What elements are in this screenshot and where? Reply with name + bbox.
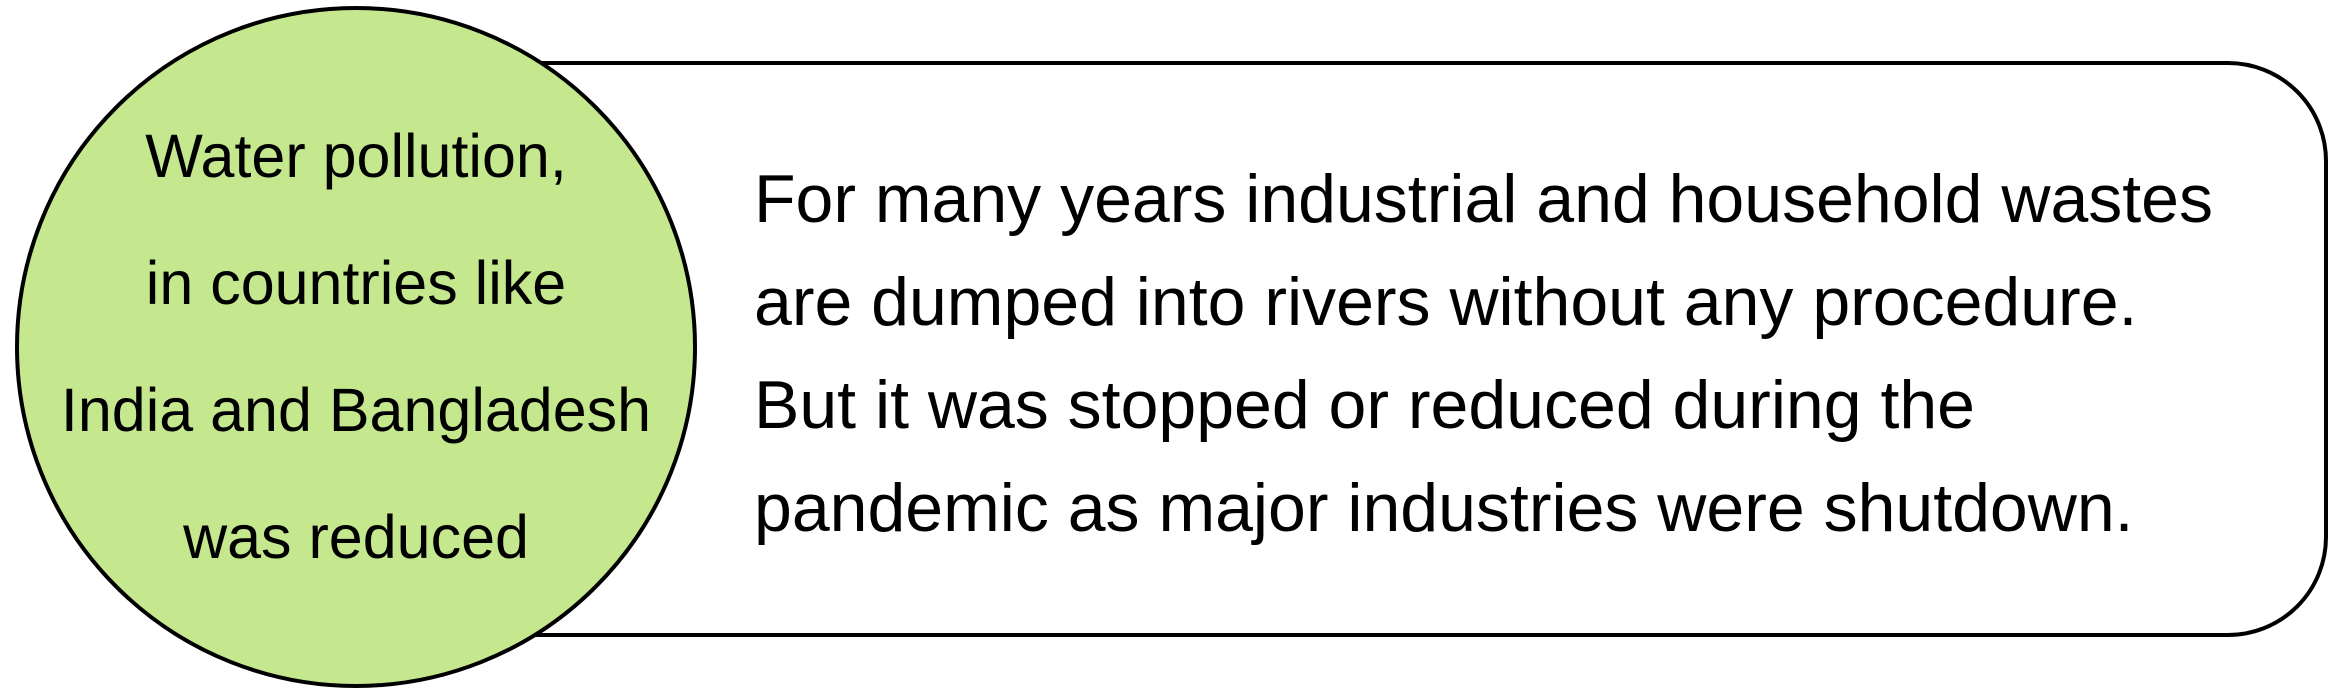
- topic-line: was reduced: [183, 503, 529, 571]
- topic-circle: Water pollution, in countries like India…: [15, 6, 697, 688]
- description-line: For many years industrial and household …: [754, 161, 2213, 237]
- topic-line: in countries like: [145, 249, 567, 317]
- description-text: For many years industrial and household …: [754, 148, 2254, 560]
- description-line: But it was stopped or reduced during the: [754, 367, 1975, 443]
- topic-line: Water pollution,: [145, 122, 567, 190]
- description-line: pandemic as major industries were shutdo…: [754, 470, 2134, 546]
- description-callout-box: [430, 61, 2328, 637]
- description-line: are dumped into rivers without any proce…: [754, 264, 2138, 340]
- topic-line: India and Bangladesh: [60, 376, 652, 444]
